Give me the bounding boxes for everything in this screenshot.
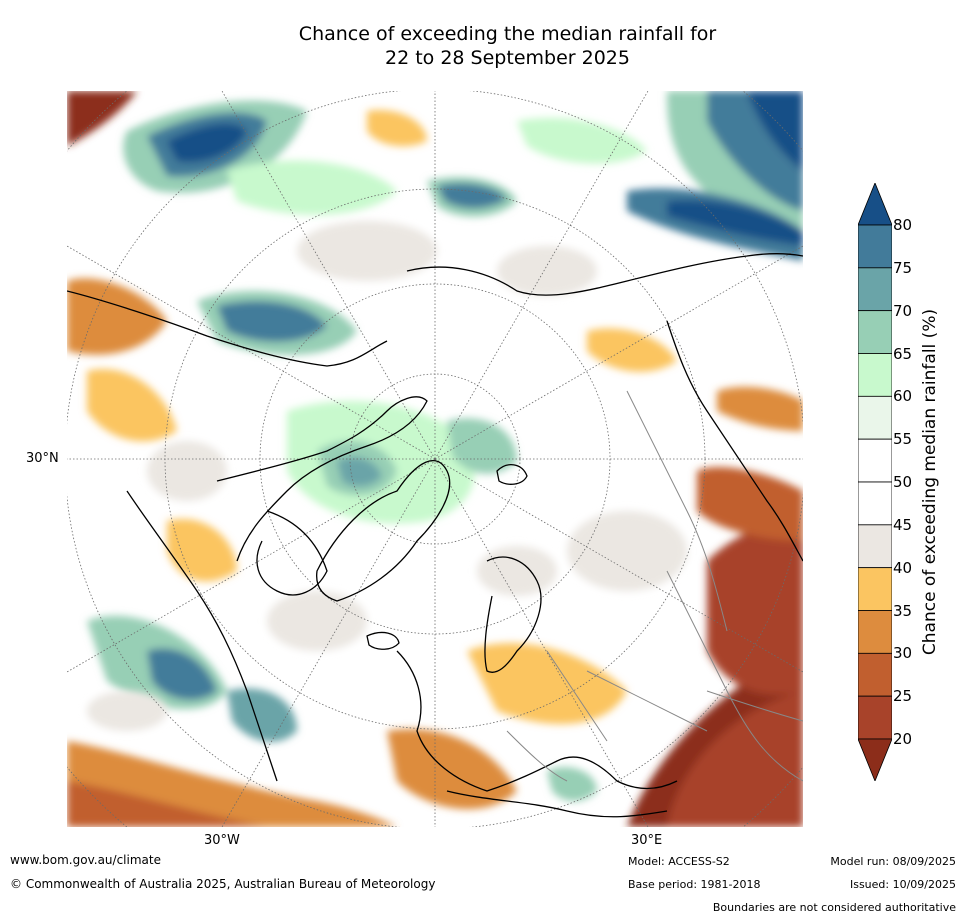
colorbar-segment (858, 224, 892, 269)
colorbar-tick-label: 35 (893, 601, 913, 620)
alaska-coast (67, 290, 388, 367)
europe-coast (396, 650, 678, 792)
colorbar-tick-label: 40 (893, 558, 913, 577)
colorbar-tick-label: 55 (893, 430, 913, 449)
colorbar-segment (858, 610, 892, 654)
colorbar-segment (858, 738, 892, 781)
colorbar-tick-label: 30 (893, 644, 913, 663)
title-line-2: 22 to 28 September 2025 (385, 47, 630, 69)
footer-disclaimer: Boundaries are not considered authoritat… (712, 901, 956, 914)
title-line-1: Chance of exceeding the median rainfall … (298, 23, 717, 45)
colorbar-segment (858, 567, 892, 611)
footer-model-run: Model run: 08/09/2025 (830, 855, 956, 868)
longitude-label-30e: 30°E (631, 833, 663, 848)
svalbard-coast (496, 464, 528, 485)
colorbar-segment (858, 438, 892, 483)
greenland-coast (316, 459, 451, 602)
colorbar-segment (858, 267, 892, 312)
colorbar-tick-label: 80 (893, 216, 913, 234)
colorbar-segment (858, 183, 892, 226)
colorbar-tick-label: 75 (893, 258, 913, 277)
north-america-west-coast (126, 490, 278, 782)
hudson-bay-coast (256, 510, 328, 596)
footer-website: www.bom.gov.au/climate (10, 853, 161, 867)
map-title: Chance of exceeding the median rainfall … (180, 22, 835, 70)
colorbar-tick-label: 50 (893, 473, 913, 491)
country-boundaries (506, 390, 803, 782)
colorbar-segment (858, 524, 892, 569)
canadian-arctic-coast (216, 396, 428, 562)
longitude-label-30w: 30°W (204, 833, 240, 848)
footer-copyright: © Commonwealth of Australia 2025, Austra… (10, 877, 436, 891)
siberia-north-coast (406, 253, 803, 296)
colorbar-tick-label: 60 (893, 387, 913, 406)
colorbar-segment (858, 481, 892, 526)
latitude-label-30n: 30°N (26, 451, 59, 466)
rainfall-probability-map (67, 91, 803, 827)
colorbar (858, 183, 892, 781)
map-canvas (67, 91, 803, 827)
colorbar-tick-label: 70 (893, 301, 913, 320)
colorbar-segment (858, 695, 892, 740)
colorbar-segment (858, 353, 892, 397)
mediterranean-coast (446, 790, 668, 818)
colorbar-title: Chance of exceeding median rainfall (%) (920, 308, 940, 656)
colorbar-tick-label: 65 (893, 344, 913, 363)
colorbar-tick-label: 25 (893, 687, 913, 706)
colorbar-segment (858, 310, 892, 354)
near-normal-regions (87, 221, 687, 731)
footer-issued: Issued: 10/09/2025 (849, 878, 956, 891)
wet-anomaly-regions (87, 91, 803, 802)
colorbar-tick-label: 20 (893, 730, 913, 748)
colorbar-segment (858, 395, 892, 440)
asia-east-coast (666, 320, 803, 562)
colorbar-tick-label: 45 (893, 515, 913, 534)
footer-model: Model: ACCESS-S2 (628, 855, 730, 868)
iceland-coast (366, 631, 400, 650)
colorbar-segment (858, 652, 892, 697)
coastlines (67, 253, 803, 818)
scandinavia-coast (484, 556, 542, 673)
footer-base-period: Base period: 1981-2018 (628, 878, 761, 891)
